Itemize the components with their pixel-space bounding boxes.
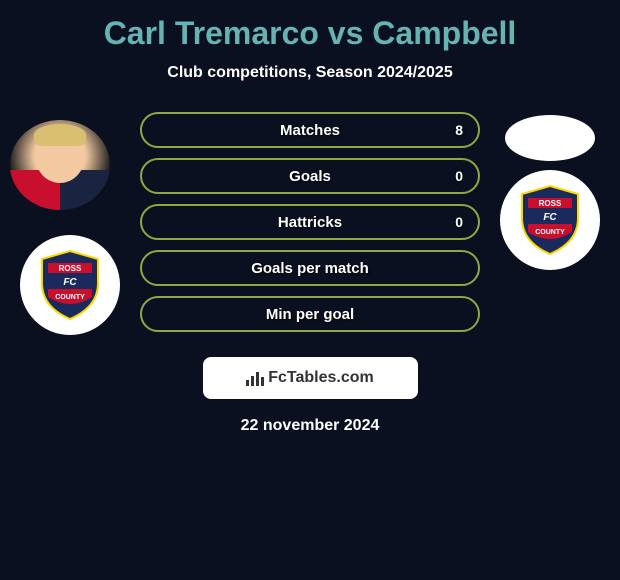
stat-label: Hattricks <box>278 214 342 231</box>
stat-value-right: 0 <box>455 168 463 184</box>
shield-icon: ROSS COUNTY FC <box>38 249 102 321</box>
date-text: 22 november 2024 <box>241 417 380 435</box>
svg-text:ROSS: ROSS <box>59 264 82 273</box>
svg-text:FC: FC <box>63 277 77 288</box>
chart-icon <box>246 370 264 386</box>
stat-label: Goals per match <box>251 260 369 277</box>
stat-row: Matches 8 <box>140 112 480 148</box>
stat-row: Min per goal <box>140 296 480 332</box>
club-badge-left: ROSS COUNTY FC <box>20 235 120 335</box>
stat-row: Goals per match <box>140 250 480 286</box>
club-badge-right: ROSS COUNTY FC <box>500 170 600 270</box>
stat-row: Hattricks 0 <box>140 204 480 240</box>
stat-row: Goals 0 <box>140 158 480 194</box>
shield-icon: ROSS COUNTY FC <box>518 184 582 256</box>
subtitle: Club competitions, Season 2024/2025 <box>167 64 452 82</box>
player-photo-right-placeholder <box>505 115 595 161</box>
stat-label: Goals <box>289 168 331 185</box>
svg-text:FC: FC <box>543 212 557 223</box>
stat-value-right: 8 <box>455 122 463 138</box>
svg-text:ROSS: ROSS <box>539 199 562 208</box>
svg-text:COUNTY: COUNTY <box>535 229 565 236</box>
fctables-watermark: FcTables.com <box>203 357 418 399</box>
stat-label: Min per goal <box>266 306 354 323</box>
fctables-label: FcTables.com <box>268 369 374 387</box>
svg-text:COUNTY: COUNTY <box>55 294 85 301</box>
stat-value-right: 0 <box>455 214 463 230</box>
comparison-title: Carl Tremarco vs Campbell <box>104 15 517 52</box>
player-photo-left <box>10 120 110 210</box>
stat-label: Matches <box>280 122 340 139</box>
